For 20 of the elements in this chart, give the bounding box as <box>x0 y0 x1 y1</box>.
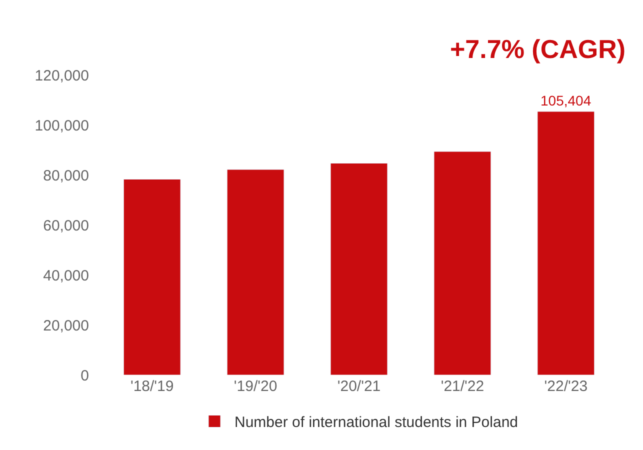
y-tick-label: 120,000 <box>34 67 89 84</box>
y-tick-label: 0 <box>80 367 89 384</box>
bar <box>226 169 284 375</box>
bar <box>537 111 595 375</box>
x-tick-label: '19/'20 <box>234 378 278 395</box>
bar <box>123 179 181 375</box>
x-tick-label: '20/'21 <box>337 378 381 395</box>
data-label: 105,404 <box>540 92 592 108</box>
bar <box>330 163 388 375</box>
y-tick-label: 40,000 <box>43 267 89 284</box>
y-tick-label: 60,000 <box>43 217 89 234</box>
y-tick-label: 80,000 <box>43 167 89 184</box>
y-tick-label: 100,000 <box>34 117 89 134</box>
y-tick-label: 20,000 <box>43 317 89 334</box>
x-tick-label: '21/'22 <box>440 378 484 395</box>
x-tick-label: '18/'19 <box>130 378 174 395</box>
text: +7.7% (CAGR) <box>450 34 626 64</box>
x-tick-label: '22/'23 <box>544 378 588 395</box>
legend-label: Number of international students in Poland <box>234 414 518 432</box>
bar <box>434 151 492 375</box>
